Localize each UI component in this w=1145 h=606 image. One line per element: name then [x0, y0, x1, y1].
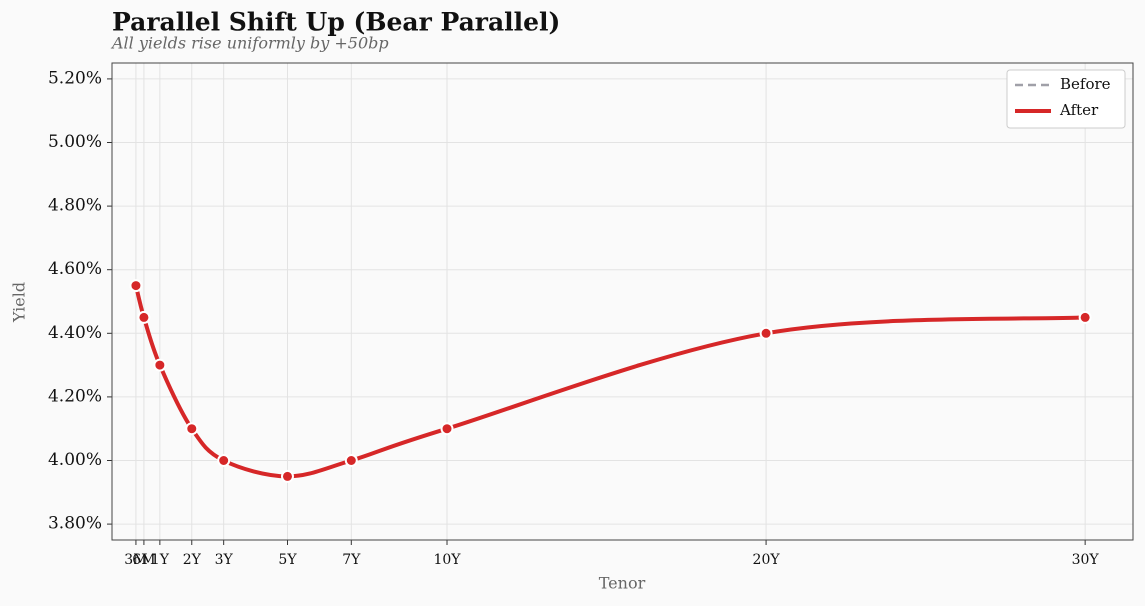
x-tick-label: 1Y: [151, 552, 170, 568]
y-tick-label: 4.00%: [48, 450, 102, 470]
chart-title: Parallel Shift Up (Bear Parallel): [112, 8, 560, 37]
x-tick-label: 3Y: [215, 552, 234, 568]
legend-box: [1006, 69, 1126, 129]
point: [1078, 310, 1092, 324]
plot-frame: [111, 62, 1134, 541]
x-tick-label: 3M: [124, 552, 147, 568]
x-tick-label: 2Y: [183, 552, 202, 568]
x-tick-label: 30Y: [1072, 552, 1100, 568]
point: [129, 279, 143, 293]
point: [440, 422, 454, 436]
point: [344, 454, 358, 467]
y-axis-label: Yield: [10, 282, 29, 323]
y-tick-label: 4.80%: [48, 196, 102, 216]
point: [185, 422, 199, 436]
x-tick-label: 20Y: [753, 552, 781, 568]
x-tick-label: 7Y: [342, 552, 361, 568]
y-tick-label: 4.20%: [48, 386, 102, 406]
x-tick-label: 5Y: [278, 552, 297, 568]
y-tick-label: 5.20%: [48, 68, 102, 88]
x-axis-label: Tenor: [599, 574, 646, 593]
point: [759, 326, 773, 340]
y-tick-label: 4.40%: [48, 323, 102, 343]
legend-label: After: [1059, 101, 1099, 119]
x-tick-label: 10Y: [433, 552, 461, 568]
point: [217, 454, 231, 467]
x-tick-label: 6M: [132, 552, 155, 568]
point: [153, 358, 167, 372]
y-tick-label: 5.00%: [48, 132, 102, 152]
y-tick-label: 4.60%: [48, 259, 102, 279]
y-tick-label: 3.80%: [48, 514, 102, 534]
legend-label: Before: [1060, 75, 1111, 93]
point: [137, 310, 151, 324]
point: [280, 469, 294, 483]
chart-subtitle: All yields rise uniformly by +50bp: [110, 34, 389, 53]
